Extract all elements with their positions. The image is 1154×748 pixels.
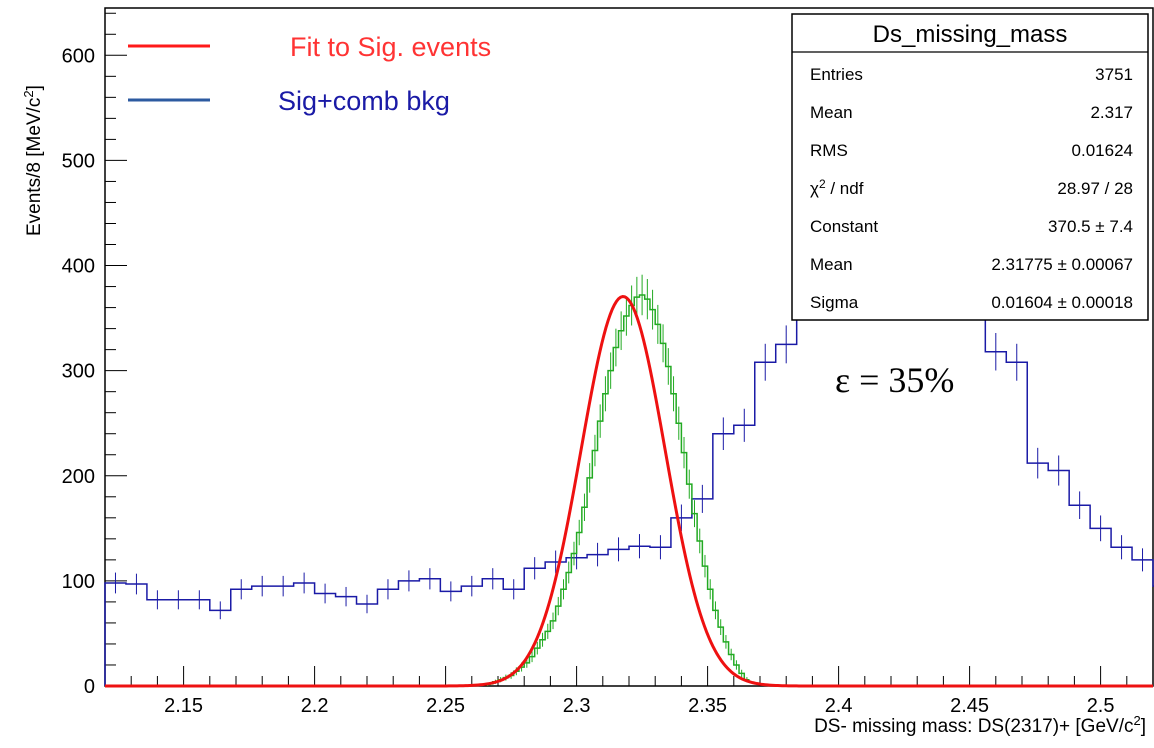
stats-box-frame <box>791 13 1149 321</box>
x-tick-label: 2.5 <box>1087 695 1115 717</box>
y-tick-label: 600 <box>62 45 95 67</box>
stats-row-value: 2.317 <box>1090 103 1133 122</box>
y-axis-title: Events/8 [MeV/c2] <box>21 85 45 236</box>
x-tick-label: 2.3 <box>563 695 591 717</box>
y-tick-label: 400 <box>62 256 95 278</box>
x-tick-label: 2.25 <box>426 695 465 717</box>
series-sig-events <box>486 274 750 686</box>
stats-row-value: 28.97 / 28 <box>1057 179 1133 198</box>
stats-row-value: 0.01604 ± 0.00018 <box>991 293 1133 312</box>
stats-row-value: 0.01624 <box>1072 141 1133 160</box>
legend-label-sig-bkg: Sig+comb bkg <box>278 86 450 116</box>
x-tick-label: 2.45 <box>950 695 989 717</box>
stats-box: Ds_missing_mass Entries 3751 Mean 2.317 RMS 0… <box>791 13 1149 321</box>
x-tick-label: 2.2 <box>301 695 329 717</box>
stats-row-value: 3751 <box>1095 65 1133 84</box>
stats-box-title: Ds_missing_mass <box>873 21 1068 48</box>
stats-row-label: Mean <box>810 103 853 122</box>
y-tick-label: 500 <box>62 150 95 172</box>
histogram-step-line <box>486 294 750 686</box>
stats-row-label: Sigma <box>810 293 859 312</box>
stats-row-label: Constant <box>810 217 878 236</box>
efficiency-annotation: ε = 35% <box>835 360 954 400</box>
y-tick-label: 300 <box>62 361 95 383</box>
x-tick-label: 2.15 <box>164 695 203 717</box>
stats-row-label: χ2 / ndf <box>810 177 864 198</box>
stats-row-label: Mean <box>810 255 853 274</box>
y-tick-label: 100 <box>62 571 95 593</box>
y-axis-ticks: 0 100 200 300 400 500 600 <box>62 12 127 698</box>
stats-row-label: RMS <box>810 141 848 160</box>
x-axis-title: DS- missing mass: DS(2317)+ [GeV/c2] <box>814 713 1146 737</box>
stats-box-rows: Entries 3751 Mean 2.317 RMS 0.01624 χ2 / ndf 28… <box>810 65 1133 312</box>
legend-label-fit: Fit to Sig. events <box>290 32 491 62</box>
y-tick-label: 200 <box>62 466 95 488</box>
legend: Fit to Sig. events Sig+comb bkg <box>128 32 491 116</box>
stats-row-value: 370.5 ± 7.4 <box>1048 217 1133 236</box>
y-tick-label: 0 <box>84 676 95 698</box>
x-axis-ticks: 2.15 2.2 2.25 2.3 2.35 2.4 2.45 2.5 <box>104 666 1154 717</box>
x-tick-label: 2.35 <box>688 695 727 717</box>
gaussian-fit-curve <box>105 295 1153 688</box>
stats-row-label: Entries <box>810 65 863 84</box>
stats-row-value: 2.31775 ± 0.00067 <box>991 255 1133 274</box>
x-tick-label: 2.4 <box>825 695 853 717</box>
